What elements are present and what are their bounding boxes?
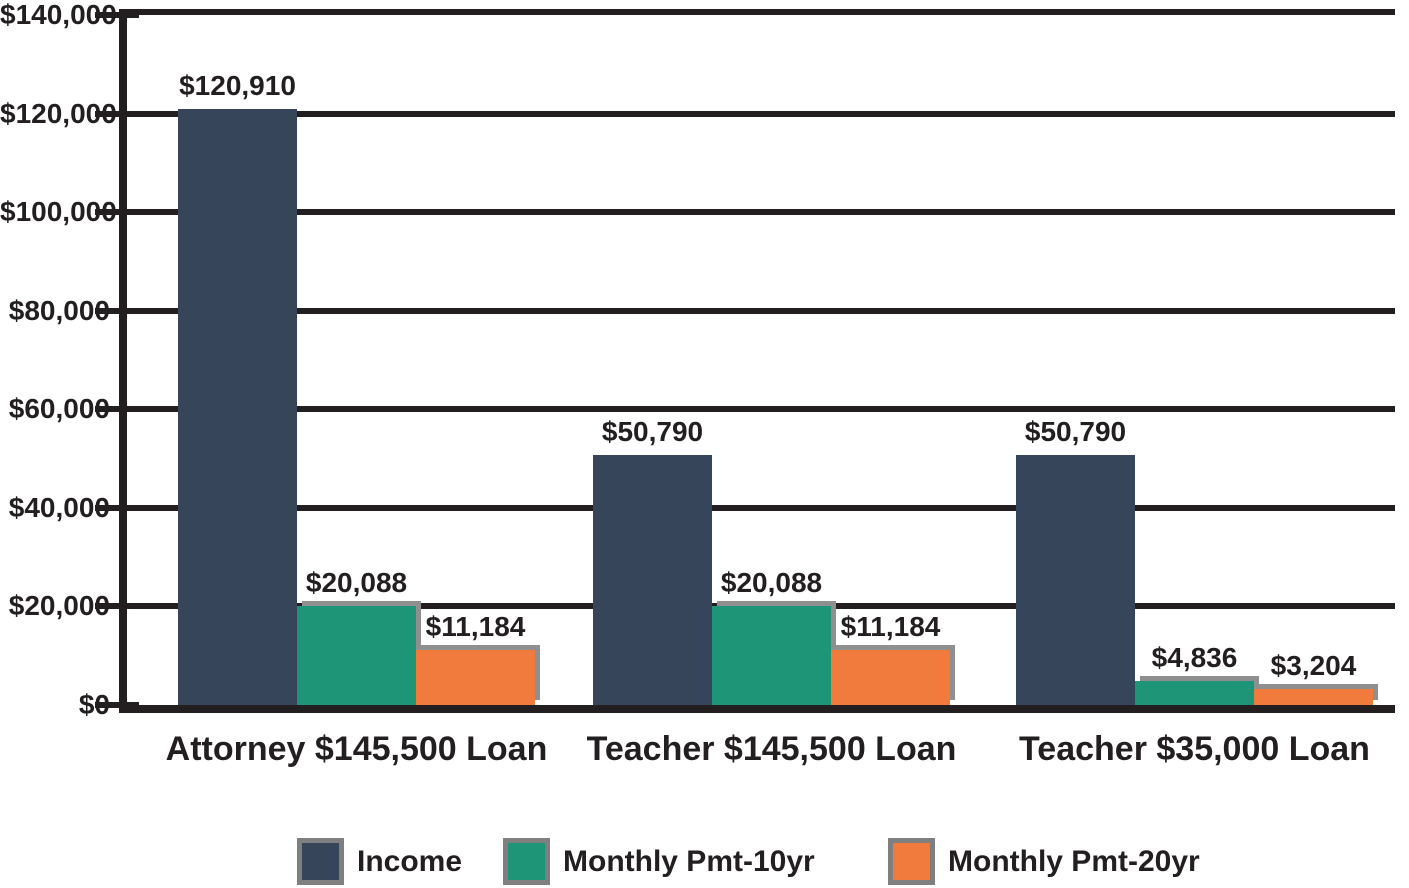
gridline: [127, 209, 1395, 216]
legend-swatch: [503, 838, 550, 885]
y-tick-label: $80,000: [8, 294, 110, 326]
legend-swatch: [888, 838, 935, 885]
gridline: [127, 110, 1395, 117]
bar-income-group-2: $50,790: [593, 416, 712, 705]
bar-value-label: $120,910: [179, 70, 296, 101]
bar-value-label: $3,204: [1270, 650, 1357, 681]
bar-monthly-pmt-10yr-group-1: $20,088: [297, 567, 416, 705]
y-axis-tick: [95, 12, 139, 18]
gridline: [127, 406, 1395, 413]
bar-value-label: $11,184: [425, 611, 526, 642]
category-label-3: Teacher $35,000 Loan: [1019, 730, 1370, 768]
bar-value-label: $4,836: [1151, 642, 1238, 673]
y-tick-label: $140,000: [0, 0, 117, 30]
y-tick-label: $120,000: [0, 97, 117, 129]
gridline: [127, 307, 1395, 314]
legend-label: Monthly Pmt-10yr: [563, 844, 815, 878]
y-tick-label: $100,000: [0, 196, 117, 228]
legend-swatch: [297, 838, 344, 885]
y-axis-tick: [95, 504, 139, 511]
bar-monthly-pmt-20yr-group-3: $3,204: [1254, 650, 1373, 705]
bar-income-group-3: $50,790: [1016, 416, 1135, 705]
bar-income-group-1: $120,910: [178, 70, 297, 705]
y-axis-tick: [95, 406, 139, 413]
plot-area: $120,910 $20,088 $11,184 $50,790 $20,088 $11,…: [95, 9, 1395, 713]
legend-item-monthly-pmt-10yr: Monthly Pmt-10yr: [503, 838, 815, 885]
legend-item-income: Income: [297, 838, 462, 885]
y-tick-label: $20,000: [8, 590, 110, 622]
bar-monthly-pmt-20yr-group-2: $11,184: [831, 611, 950, 705]
category-label-2: Teacher $145,500 Loan: [586, 730, 957, 768]
y-axis-tick: [95, 110, 139, 117]
bar-monthly-pmt-10yr-group-2: $20,088: [712, 567, 831, 705]
legend-label: Income: [357, 844, 463, 878]
legend-item-monthly-pmt-20yr: Monthly Pmt-20yr: [888, 838, 1200, 885]
bar-monthly-pmt-20yr-group-1: $11,184: [416, 611, 535, 705]
bar-value-label: $50,790: [1024, 416, 1127, 447]
bar-value-label: $20,088: [305, 567, 408, 598]
legend-label: Monthly Pmt-20yr: [948, 844, 1200, 878]
y-axis-tick: [95, 603, 139, 610]
y-tick-label: $0: [78, 689, 110, 720]
category-label-1: Attorney $145,500 Loan: [165, 730, 548, 768]
y-tick-label: $60,000: [8, 393, 110, 425]
y-axis-tick: [95, 209, 139, 216]
bar-monthly-pmt-10yr-group-3: $4,836: [1135, 642, 1254, 705]
bar-value-label: $11,184: [840, 611, 941, 642]
y-tick-label: $40,000: [8, 491, 110, 523]
y-axis-tick: [95, 702, 139, 708]
bar-value-label: $50,790: [601, 416, 704, 447]
gridline: [127, 504, 1395, 511]
y-axis-tick: [95, 307, 139, 314]
bar-value-label: $20,088: [720, 567, 823, 598]
